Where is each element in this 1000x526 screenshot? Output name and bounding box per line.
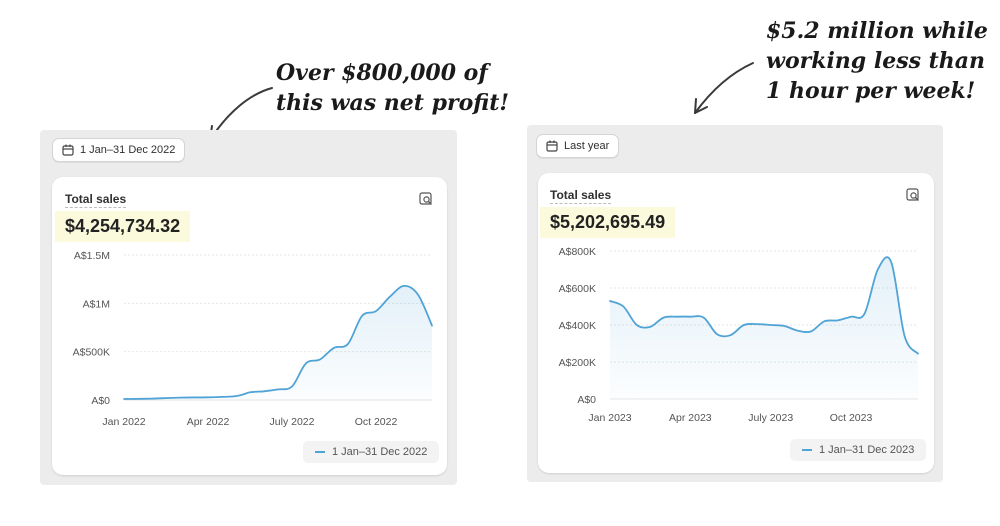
- calendar-icon: [62, 144, 74, 156]
- series-area: [610, 257, 918, 399]
- legend-label: 1 Jan–31 Dec 2022: [332, 446, 428, 458]
- chart-search-icon[interactable]: [419, 192, 433, 206]
- y-tick-label: A$500K: [73, 347, 110, 359]
- legend-swatch: [802, 449, 812, 451]
- x-tick-label: Jan 2022: [102, 416, 145, 428]
- total-sales-card: Total sales $5,202,695.49 A$0 A$200K A$400…: [538, 173, 934, 473]
- y-tick-label: A$400K: [559, 320, 596, 332]
- x-tick-label: Oct 2023: [830, 412, 873, 424]
- annotation-line: this was net profit!: [276, 90, 510, 116]
- x-tick-label: Oct 2022: [355, 416, 398, 428]
- annotation-net-profit: Over $800,000 of this was net profit!: [276, 58, 509, 118]
- x-tick-label: Apr 2022: [187, 416, 230, 428]
- calendar-icon: [546, 140, 558, 152]
- sales-chart: A$0 A$500K A$1M A$1.5M Jan 2022 Apr 2022 July …: [73, 250, 433, 428]
- arrow-right-icon: [694, 62, 754, 114]
- sales-chart: A$0 A$200K A$400K A$600K A$800K Jan 2023 Apr 2…: [559, 246, 919, 424]
- chart-legend[interactable]: 1 Jan–31 Dec 2023: [790, 439, 927, 461]
- y-tick-label: A$1.5M: [74, 250, 110, 262]
- x-tick-label: July 2023: [748, 412, 793, 424]
- date-range-label: 1 Jan–31 Dec 2022: [80, 144, 176, 156]
- date-range-button[interactable]: 1 Jan–31 Dec 2022: [52, 138, 186, 162]
- chart-legend[interactable]: 1 Jan–31 Dec 2022: [303, 441, 440, 463]
- x-tick-label: Jan 2023: [588, 412, 631, 424]
- y-tick-label: A$600K: [559, 283, 596, 295]
- legend-swatch: [315, 451, 325, 453]
- series-line: [609, 256, 919, 355]
- y-tick-label: A$200K: [559, 357, 596, 369]
- total-sales-value: $4,254,734.32: [55, 211, 191, 242]
- card-title[interactable]: Total sales: [65, 192, 127, 208]
- y-tick-label: A$0: [577, 394, 596, 406]
- annotation-line: 1 hour per week!: [766, 78, 976, 104]
- annotation-line: $5.2 million while: [766, 18, 988, 44]
- annotation-line: working less than: [766, 48, 986, 74]
- series-line: [123, 284, 433, 400]
- card-title[interactable]: Total sales: [550, 188, 612, 204]
- legend-label: 1 Jan–31 Dec 2023: [819, 444, 915, 456]
- y-tick-label: A$800K: [559, 246, 596, 258]
- date-range-label: Last year: [564, 140, 610, 152]
- annotation-revenue: $5.2 million while working less than 1 h…: [766, 16, 988, 106]
- y-tick-label: A$0: [91, 395, 110, 407]
- chart-search-icon[interactable]: [906, 188, 920, 202]
- series-area: [124, 285, 432, 400]
- x-tick-label: July 2022: [270, 416, 315, 428]
- y-tick-label: A$1M: [83, 298, 110, 310]
- total-sales-card: Total sales $4,254,734.32 A$0 A$500K A$1M A…: [52, 177, 447, 475]
- x-tick-label: Apr 2023: [669, 412, 712, 424]
- date-range-button[interactable]: Last year: [536, 134, 620, 158]
- annotation-line: Over $800,000 of: [276, 60, 488, 86]
- total-sales-value: $5,202,695.49: [540, 207, 676, 238]
